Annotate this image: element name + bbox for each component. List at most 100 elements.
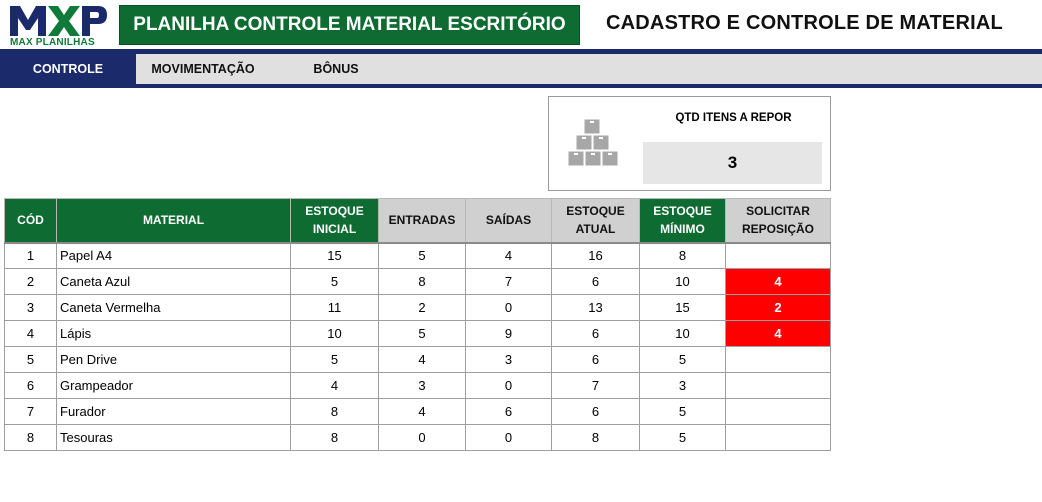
logo: MAX PLANILHAS — [8, 2, 108, 48]
table-row: 5 Pen Drive 5 4 3 6 5 — [4, 346, 831, 373]
cell-entradas[interactable]: 8 — [378, 268, 466, 295]
col-header-estoque-inicial-line2: INICIAL — [312, 222, 357, 237]
cell-estoque-inicial[interactable]: 11 — [290, 294, 379, 321]
cell-saidas[interactable]: 0 — [465, 294, 552, 321]
cell-cod[interactable]: 8 — [4, 424, 57, 451]
cell-cod[interactable]: 3 — [4, 294, 57, 321]
col-header-solicitar-reposicao: SOLICITAR REPOSIÇÃO — [725, 198, 831, 244]
col-header-solicitar-line1: SOLICITAR — [746, 204, 810, 219]
table-row: 8 Tesouras 8 0 0 8 5 — [4, 424, 831, 451]
table-row: 3 Caneta Vermelha 11 2 0 13 15 2 — [4, 294, 831, 321]
cell-entradas[interactable]: 4 — [378, 346, 466, 373]
nav-strip — [0, 54, 1042, 84]
cell-cod[interactable]: 4 — [4, 320, 57, 347]
col-header-estoque-inicial-line1: ESTOQUE — [305, 204, 364, 219]
cell-material[interactable]: Pen Drive — [56, 346, 291, 373]
page-title: PLANILHA CONTROLE MATERIAL ESCRITÓRIO — [119, 5, 580, 45]
kpi-card: QTD ITENS A REPOR 3 — [548, 96, 831, 191]
table-row: 4 Lápis 10 5 9 6 10 4 — [4, 320, 831, 347]
cell-estoque-inicial[interactable]: 5 — [290, 346, 379, 373]
cell-entradas[interactable]: 2 — [378, 294, 466, 321]
cell-solicitar-reposicao[interactable]: 4 — [725, 320, 831, 347]
cell-estoque-atual[interactable]: 16 — [551, 242, 640, 269]
cell-solicitar-reposicao[interactable]: 4 — [725, 268, 831, 295]
cell-cod[interactable]: 5 — [4, 346, 57, 373]
cell-estoque-inicial[interactable]: 8 — [290, 424, 379, 451]
cell-estoque-atual[interactable]: 8 — [551, 424, 640, 451]
tab-bonus[interactable]: BÔNUS — [313, 62, 359, 76]
col-header-material: MATERIAL — [56, 198, 291, 244]
cell-solicitar-reposicao[interactable]: 2 — [725, 294, 831, 321]
col-header-solicitar-line2: REPOSIÇÃO — [741, 222, 814, 237]
cell-material[interactable]: Tesouras — [56, 424, 291, 451]
cell-saidas[interactable]: 6 — [465, 398, 552, 425]
col-header-estoque-atual-line1: ESTOQUE — [566, 204, 625, 219]
cell-estoque-minimo[interactable]: 5 — [639, 424, 726, 451]
kpi-label: QTD ITENS A REPOR — [675, 112, 792, 124]
cell-material[interactable]: Caneta Vermelha — [56, 294, 291, 321]
cell-estoque-minimo[interactable]: 8 — [639, 242, 726, 269]
cell-estoque-atual[interactable]: 6 — [551, 320, 640, 347]
cell-cod[interactable]: 6 — [4, 372, 57, 399]
cell-solicitar-reposicao[interactable] — [725, 372, 831, 399]
col-header-estoque-atual-line2: ATUAL — [575, 222, 616, 237]
cell-estoque-atual[interactable]: 7 — [551, 372, 640, 399]
cell-solicitar-reposicao[interactable] — [725, 424, 831, 451]
col-header-entradas: ENTRADAS — [378, 198, 466, 244]
cell-entradas[interactable]: 0 — [378, 424, 466, 451]
tab-controle[interactable]: CONTROLE — [0, 54, 136, 84]
table-header-row: CÓD MATERIAL ESTOQUE INICIAL ENTRADAS SA… — [4, 198, 831, 244]
col-header-cod: CÓD — [4, 198, 57, 244]
cell-entradas[interactable]: 4 — [378, 398, 466, 425]
cell-estoque-atual[interactable]: 6 — [551, 398, 640, 425]
cell-entradas[interactable]: 3 — [378, 372, 466, 399]
cell-cod[interactable]: 2 — [4, 268, 57, 295]
cell-estoque-atual[interactable]: 13 — [551, 294, 640, 321]
cell-entradas[interactable]: 5 — [378, 242, 466, 269]
col-header-estoque-atual: ESTOQUE ATUAL — [551, 198, 640, 244]
cell-saidas[interactable]: 0 — [465, 424, 552, 451]
col-header-estoque-minimo: ESTOQUE MÍNIMO — [639, 198, 726, 244]
cell-estoque-inicial[interactable]: 5 — [290, 268, 379, 295]
cell-estoque-atual[interactable]: 6 — [551, 268, 640, 295]
cell-solicitar-reposicao[interactable] — [725, 398, 831, 425]
cell-entradas[interactable]: 5 — [378, 320, 466, 347]
col-header-estoque-inicial: ESTOQUE INICIAL — [290, 198, 379, 244]
cell-estoque-inicial[interactable]: 8 — [290, 398, 379, 425]
cell-estoque-inicial[interactable]: 10 — [290, 320, 379, 347]
cell-estoque-minimo[interactable]: 10 — [639, 268, 726, 295]
col-header-saidas: SAÍDAS — [465, 198, 552, 244]
cell-saidas[interactable]: 7 — [465, 268, 552, 295]
cell-material[interactable]: Caneta Azul — [56, 268, 291, 295]
cell-estoque-minimo[interactable]: 5 — [639, 346, 726, 373]
cell-cod[interactable]: 7 — [4, 398, 57, 425]
col-header-estoque-minimo-line2: MÍNIMO — [660, 222, 705, 237]
cell-estoque-minimo[interactable]: 15 — [639, 294, 726, 321]
cell-estoque-minimo[interactable]: 5 — [639, 398, 726, 425]
cell-saidas[interactable]: 9 — [465, 320, 552, 347]
cell-solicitar-reposicao[interactable] — [725, 346, 831, 373]
cell-material[interactable]: Lápis — [56, 320, 291, 347]
cell-saidas[interactable]: 0 — [465, 372, 552, 399]
cell-material[interactable]: Papel A4 — [56, 242, 291, 269]
cell-material[interactable]: Furador — [56, 398, 291, 425]
table-row: 2 Caneta Azul 5 8 7 6 10 4 — [4, 268, 831, 295]
cell-material[interactable]: Grampeador — [56, 372, 291, 399]
cell-saidas[interactable]: 3 — [465, 346, 552, 373]
page-subtitle: CADASTRO E CONTROLE DE MATERIAL — [606, 12, 1003, 34]
material-table: CÓD MATERIAL ESTOQUE INICIAL ENTRADAS SA… — [4, 198, 831, 451]
cell-cod[interactable]: 1 — [4, 242, 57, 269]
boxes-stack-icon — [567, 118, 619, 167]
cell-estoque-minimo[interactable]: 10 — [639, 320, 726, 347]
cell-estoque-atual[interactable]: 6 — [551, 346, 640, 373]
tab-movimentacao[interactable]: MOVIMENTAÇÃO — [151, 62, 255, 76]
cell-estoque-inicial[interactable]: 4 — [290, 372, 379, 399]
col-header-estoque-minimo-line1: ESTOQUE — [653, 204, 712, 219]
table-row: 7 Furador 8 4 6 6 5 — [4, 398, 831, 425]
table-row: 1 Papel A4 15 5 4 16 8 — [4, 242, 831, 269]
cell-estoque-inicial[interactable]: 15 — [290, 242, 379, 269]
cell-saidas[interactable]: 4 — [465, 242, 552, 269]
cell-estoque-minimo[interactable]: 3 — [639, 372, 726, 399]
table-row: 6 Grampeador 4 3 0 7 3 — [4, 372, 831, 399]
cell-solicitar-reposicao[interactable] — [725, 242, 831, 269]
